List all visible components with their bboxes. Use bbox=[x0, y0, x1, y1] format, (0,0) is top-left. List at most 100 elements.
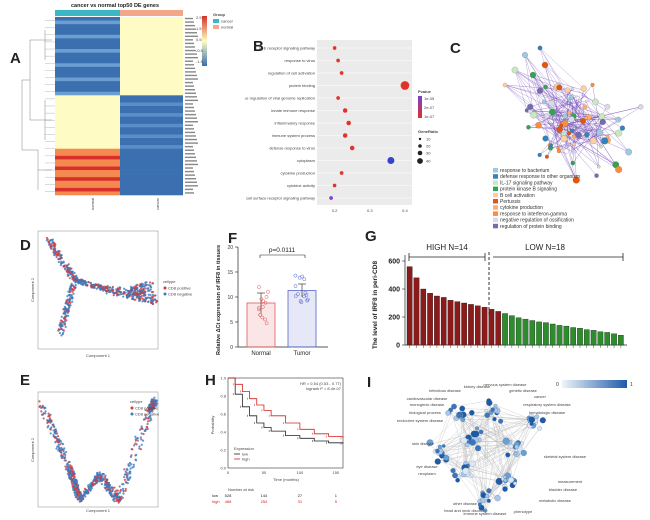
g-bar bbox=[406, 266, 413, 346]
trajectory-cell bbox=[151, 295, 155, 298]
network-node bbox=[572, 142, 576, 147]
network-edge bbox=[573, 102, 629, 153]
f-sample-point bbox=[260, 315, 265, 320]
trajectory-cell bbox=[146, 420, 150, 423]
network-edge bbox=[532, 74, 566, 124]
km-curve bbox=[228, 377, 344, 439]
trajectory-cell bbox=[135, 453, 138, 456]
trajectory-cell bbox=[47, 412, 50, 415]
f-sample-point bbox=[259, 297, 264, 302]
pvalue-legend-title: Pvalue bbox=[418, 89, 432, 94]
trajectory-cell bbox=[38, 400, 41, 403]
km-risk-value: 254 bbox=[261, 499, 268, 504]
trajectory-cell bbox=[106, 483, 109, 486]
network-edge bbox=[532, 74, 552, 146]
group-bar-cancer bbox=[55, 10, 120, 16]
trajectory-cell bbox=[140, 425, 143, 428]
generatio-legend-title: GeneRatio bbox=[418, 129, 439, 134]
g-bar bbox=[604, 332, 611, 346]
g-bar bbox=[468, 304, 474, 346]
network-legend-label: response to interferon-gamma bbox=[500, 211, 567, 217]
disease-node bbox=[452, 472, 458, 479]
trajectory-cell bbox=[75, 478, 78, 482]
disease-node bbox=[450, 468, 456, 474]
heatmap-cell bbox=[55, 45, 120, 50]
dotplot-term-label: cytoplasm bbox=[297, 158, 316, 163]
network-legend-label: protein kinase B signaling bbox=[500, 187, 557, 193]
km-curve bbox=[228, 377, 344, 444]
g-bar bbox=[495, 311, 502, 346]
panel-f-bars: F Relative ΔCt expression of IRF8 in tis… bbox=[200, 225, 340, 365]
gene-label-mark bbox=[185, 21, 194, 23]
g-y-tick-label: 200 bbox=[388, 315, 400, 322]
disease-node bbox=[537, 426, 542, 431]
dotplot-point bbox=[342, 133, 348, 138]
trajectory-e-ylabel: Component 2 bbox=[30, 437, 35, 462]
dotplot-term-label: cell surface receptor signaling pathway bbox=[246, 196, 315, 201]
dotplot-point bbox=[339, 71, 344, 75]
g-bar bbox=[481, 307, 488, 346]
trajectory-cell bbox=[136, 439, 140, 442]
network-edge bbox=[572, 126, 599, 164]
panel-g-label: G bbox=[365, 228, 377, 245]
network-node bbox=[549, 143, 553, 148]
trajectory-cell bbox=[143, 418, 146, 421]
f-ylabel: Relative ΔCt expression of IRF8 in tissu… bbox=[216, 245, 222, 355]
trajectory-cell bbox=[113, 486, 116, 489]
legend-swatch-cancer bbox=[213, 19, 219, 23]
disease-edge bbox=[453, 400, 489, 407]
disease-node bbox=[480, 497, 486, 503]
f-sample-point bbox=[303, 291, 308, 295]
trajectory-cell bbox=[123, 468, 126, 471]
trajectory-cell bbox=[114, 493, 117, 496]
trajectory-cell bbox=[102, 286, 105, 289]
color-key-5: -1.5 bbox=[196, 59, 204, 64]
heatmap-figure: cancer vs normal top50 DE genes normal c… bbox=[21, 3, 234, 210]
trajectory-cell bbox=[65, 302, 68, 305]
trajectory-cell bbox=[86, 489, 89, 492]
trajectory-cell bbox=[133, 444, 136, 447]
trajectory-cell bbox=[60, 327, 63, 330]
disease-edge bbox=[490, 412, 506, 487]
disease-edge bbox=[446, 417, 532, 458]
network-edge bbox=[504, 84, 547, 117]
network-edge bbox=[524, 54, 551, 146]
trajectory-cell bbox=[108, 289, 111, 292]
km-ticks: 0 50 100 150 0.0 0.2 0.4 0.6 0.8 1.0 bbox=[220, 376, 339, 476]
disease-edge bbox=[471, 412, 474, 434]
trajectory-cell bbox=[91, 483, 94, 486]
trajectory-cell bbox=[144, 290, 147, 293]
trajectory-cell bbox=[46, 419, 49, 422]
disease-label: neoplasm bbox=[418, 471, 436, 476]
trajectory-cell bbox=[63, 447, 66, 450]
trajectory-d-ylabel: Component 2 bbox=[30, 277, 35, 302]
trajectory-cell bbox=[134, 298, 137, 301]
km-risk-value: 27 bbox=[298, 493, 303, 498]
disease-node bbox=[478, 429, 484, 435]
network-edge bbox=[530, 93, 571, 108]
trajectory-cell bbox=[79, 500, 82, 503]
heatmap-cell bbox=[55, 59, 120, 64]
trajectory-cell bbox=[64, 465, 67, 468]
heatmap-cell bbox=[120, 109, 183, 114]
trajectory-cell bbox=[134, 442, 137, 445]
network-edge bbox=[539, 47, 584, 89]
network-node bbox=[536, 87, 544, 94]
color-key-bar bbox=[202, 16, 207, 66]
disease-node bbox=[465, 442, 470, 448]
f-sample-point bbox=[263, 317, 267, 322]
trajectory-cell bbox=[59, 325, 62, 328]
heatmap-cell bbox=[120, 145, 183, 150]
trajectory-cell bbox=[45, 239, 49, 242]
network-edge bbox=[544, 64, 557, 88]
trajectory-cell bbox=[147, 293, 150, 296]
network-edge bbox=[514, 69, 565, 124]
disease-node bbox=[502, 486, 508, 492]
disease-node bbox=[502, 437, 510, 445]
disease-edge bbox=[442, 452, 480, 505]
f-bar bbox=[287, 290, 317, 348]
trajectory-cell bbox=[131, 286, 134, 289]
trajectory-cell bbox=[56, 432, 59, 435]
network-edge bbox=[530, 106, 565, 139]
trajectory-cell bbox=[115, 290, 119, 293]
